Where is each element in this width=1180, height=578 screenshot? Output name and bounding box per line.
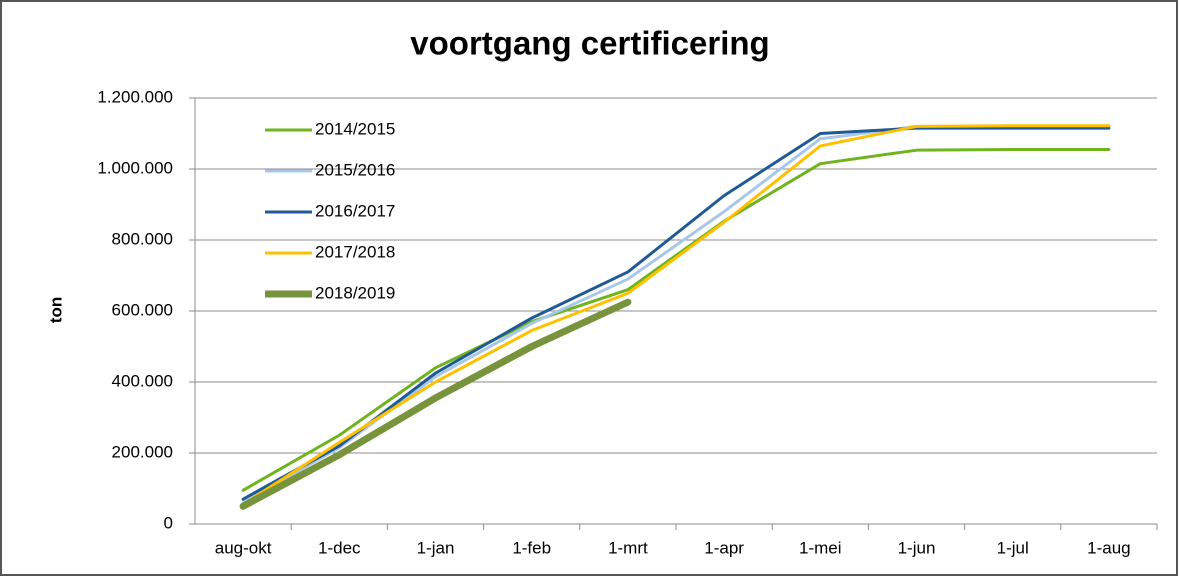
chart-title: voortgang certificering — [410, 25, 769, 62]
x-tick-label: 1-aug — [1087, 538, 1130, 557]
y-tick-label: 200.000 — [112, 442, 173, 461]
y-tick-label: 400.000 — [112, 371, 173, 390]
legend-label: 2018/2019 — [315, 283, 395, 302]
x-tick-label: 1-jan — [417, 538, 455, 557]
legend-label: 2014/2015 — [315, 119, 395, 138]
legend-label: 2016/2017 — [315, 201, 395, 220]
y-tick-label: 1.000.000 — [97, 158, 173, 177]
y-tick-label: 600.000 — [112, 300, 173, 319]
y-tick-label: 800.000 — [112, 229, 173, 248]
x-tick-label: 1-jun — [898, 538, 936, 557]
line-series — [241, 147, 1111, 492]
legend-label: 2015/2016 — [315, 160, 395, 179]
x-tick-label: 1-mei — [799, 538, 842, 557]
x-tick-label: aug-okt — [215, 538, 272, 557]
line-series — [241, 126, 1111, 501]
x-tick-label: 1-mrt — [608, 538, 648, 557]
y-axis-label: ton — [46, 297, 65, 323]
line-series — [241, 124, 1111, 506]
line-series — [239, 298, 632, 510]
legend-label: 2017/2018 — [315, 242, 395, 261]
y-tick-label: 0 — [164, 513, 173, 532]
x-tick-label: 1-dec — [318, 538, 361, 557]
x-tick-label: 1-jul — [997, 538, 1029, 557]
x-tick-label: 1-apr — [704, 538, 744, 557]
x-tick-label: 1-feb — [512, 538, 551, 557]
y-tick-label: 1.200.000 — [97, 87, 173, 106]
